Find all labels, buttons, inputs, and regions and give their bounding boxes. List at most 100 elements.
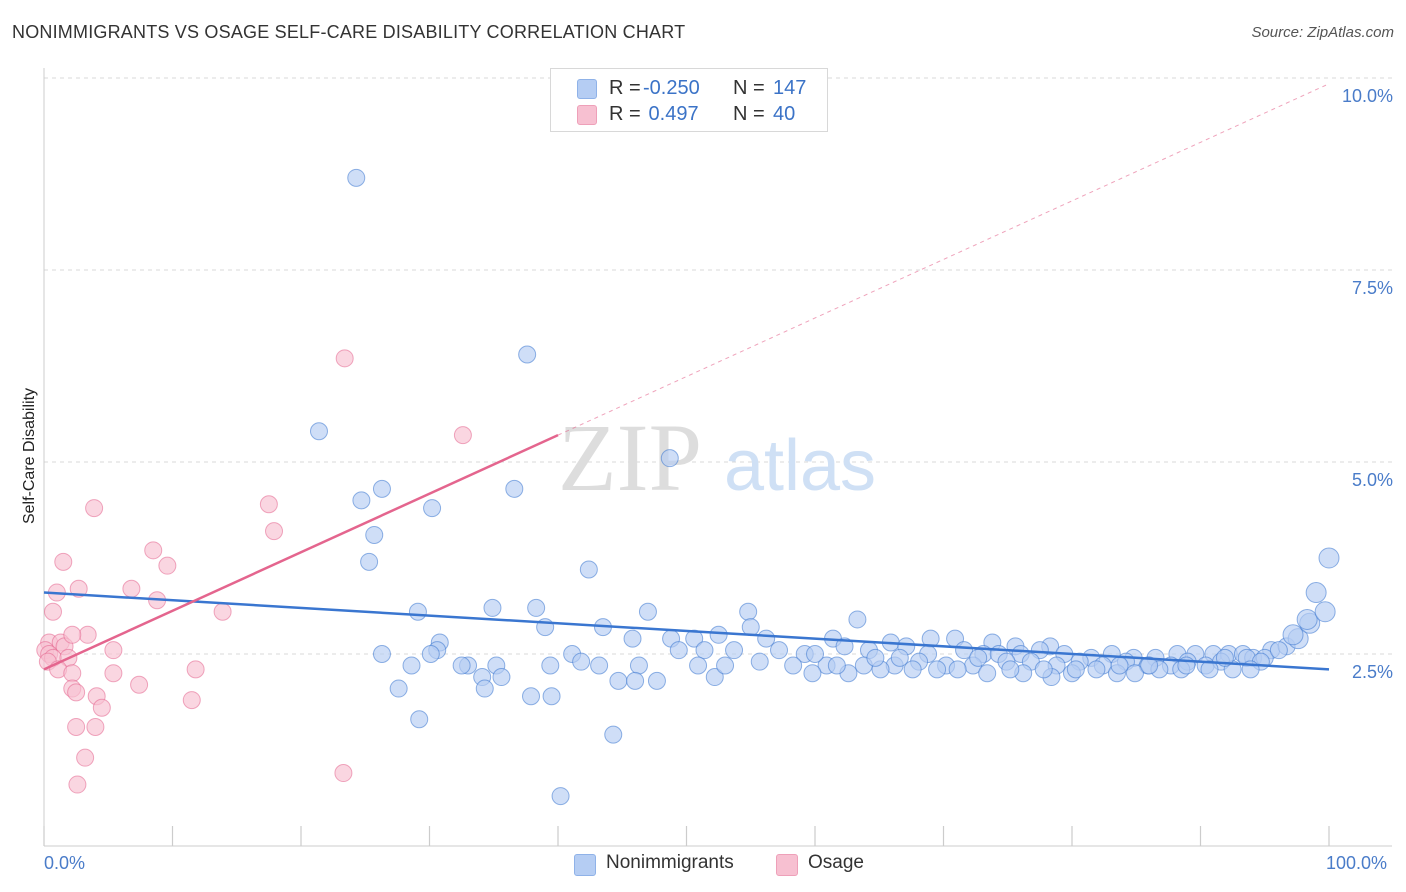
osage-point	[76, 748, 95, 767]
osage-point	[122, 579, 141, 598]
nonimmigrants-point	[638, 602, 657, 621]
legend-r-value: -0.250	[643, 77, 700, 99]
nonimmigrants-point	[623, 629, 642, 648]
legend: R = -0.250 N = 147 R = 0.497 N = 40	[550, 68, 828, 132]
legend-n-label: N =	[733, 77, 765, 99]
nonimmigrants-point	[803, 664, 822, 683]
nonimmigrants-point	[890, 648, 909, 667]
nonimmigrants-point	[827, 656, 846, 675]
nonimmigrants-point	[365, 525, 384, 544]
nonimmigrants-point	[541, 656, 560, 675]
y-tick-label: 5.0%	[1351, 470, 1393, 490]
nonimmigrants-point	[1087, 660, 1106, 679]
osage-point	[63, 664, 82, 683]
bottom-legend-label: Nonimmigrants	[606, 852, 734, 873]
y-tick-label: 2.5%	[1351, 662, 1393, 682]
nonimmigrants-point	[352, 491, 371, 510]
osage-point	[78, 625, 97, 644]
osage-point	[54, 552, 73, 571]
osage-point	[213, 602, 232, 621]
nonimmigrants-point	[1314, 601, 1336, 623]
nonimmigrants-point	[360, 552, 379, 571]
osage-point	[144, 541, 163, 560]
nonimmigrants-point	[750, 652, 769, 671]
nonimmigrants-point	[1110, 656, 1129, 675]
osage-trend-extension	[557, 83, 1330, 436]
nonimmigrants-point	[669, 641, 688, 660]
nonimmigrants-point	[402, 656, 421, 675]
watermark-atlas: atlas	[724, 426, 876, 506]
osage-point	[85, 499, 104, 518]
nonimmigrants-point	[410, 710, 429, 729]
nonimmigrants-point	[527, 598, 546, 617]
legend-r-value: 0.497	[643, 103, 699, 125]
grid-lines	[44, 77, 1392, 655]
legend-r-label: R =	[609, 103, 641, 125]
legend-swatch-blue	[577, 79, 597, 99]
osage-point	[334, 764, 353, 783]
nonimmigrants-point	[347, 168, 366, 187]
nonimmigrants-point	[969, 648, 988, 667]
nonimmigrants-point	[848, 610, 867, 629]
osage-point	[186, 660, 205, 679]
nonimmigrants-point	[475, 679, 494, 698]
osage-point	[265, 522, 284, 541]
osage-point	[182, 691, 201, 710]
x-tick-label-left: 0.0%	[44, 853, 86, 873]
nonimmigrants-point	[372, 479, 391, 498]
nonimmigrants-point	[1305, 582, 1327, 604]
nonimmigrants-point	[1318, 547, 1340, 569]
nonimmigrants-point	[483, 598, 502, 617]
osage-point	[69, 579, 88, 598]
nonimmigrants-point	[866, 648, 885, 667]
osage-point	[130, 675, 149, 694]
nonimmigrants-point	[1066, 660, 1085, 679]
legend-row-nonimmigrants: R = -0.250 N = 147	[551, 75, 827, 101]
legend-n-value: 147	[773, 77, 807, 99]
nonimmigrants-point	[408, 602, 427, 621]
bottom-legend-swatch-blue	[574, 854, 596, 876]
nonimmigrants-point	[928, 660, 947, 679]
nonimmigrants-point	[522, 687, 541, 706]
nonimmigrants-point	[590, 656, 609, 675]
legend-n-value: 40	[773, 103, 796, 125]
osage-point	[43, 602, 62, 621]
osage-point	[453, 426, 472, 445]
nonimmigrants-point	[1269, 641, 1288, 660]
nonimmigrants-point	[784, 656, 803, 675]
nonimmigrants-point	[1034, 660, 1053, 679]
nonimmigrants-point	[542, 687, 561, 706]
legend-swatch-pink	[577, 105, 597, 125]
y-tick-label: 7.5%	[1351, 278, 1393, 298]
nonimmigrants-point	[948, 660, 967, 679]
nonimmigrants-point	[685, 629, 704, 648]
nonimmigrants-point	[1296, 608, 1318, 630]
bottom-legend-swatch-pink	[776, 854, 798, 876]
nonimmigrants-point	[835, 637, 854, 656]
osage-point	[104, 664, 123, 683]
nonimmigrants-point	[629, 656, 648, 675]
legend-n-label: N =	[733, 103, 765, 125]
nonimmigrants-point	[741, 618, 760, 637]
axes	[43, 68, 1392, 847]
nonimmigrants-trend-line	[43, 591, 1330, 671]
bottom-legend-label: Osage	[808, 852, 864, 873]
osage-point	[86, 717, 105, 736]
nonimmigrants-point	[705, 668, 724, 687]
nonimmigrants-point	[1282, 624, 1304, 646]
chart-title: NONIMMIGRANTS VS OSAGE SELF-CARE DISABIL…	[12, 22, 686, 42]
nonimmigrants-point	[1200, 660, 1219, 679]
nonimmigrants-point	[770, 641, 789, 660]
nonimmigrants-point	[903, 660, 922, 679]
nonimmigrants-point	[725, 641, 744, 660]
nonimmigrants-point	[518, 345, 537, 364]
nonimmigrants-point	[609, 671, 628, 690]
osage-point	[335, 349, 354, 368]
nonimmigrants-point	[492, 668, 511, 687]
nonimmigrants-point	[1140, 656, 1159, 675]
nonimmigrants-point	[660, 449, 679, 468]
nonimmigrants-point	[572, 652, 591, 671]
nonimmigrants-point	[423, 499, 442, 518]
nonimmigrants-point	[1125, 664, 1144, 683]
